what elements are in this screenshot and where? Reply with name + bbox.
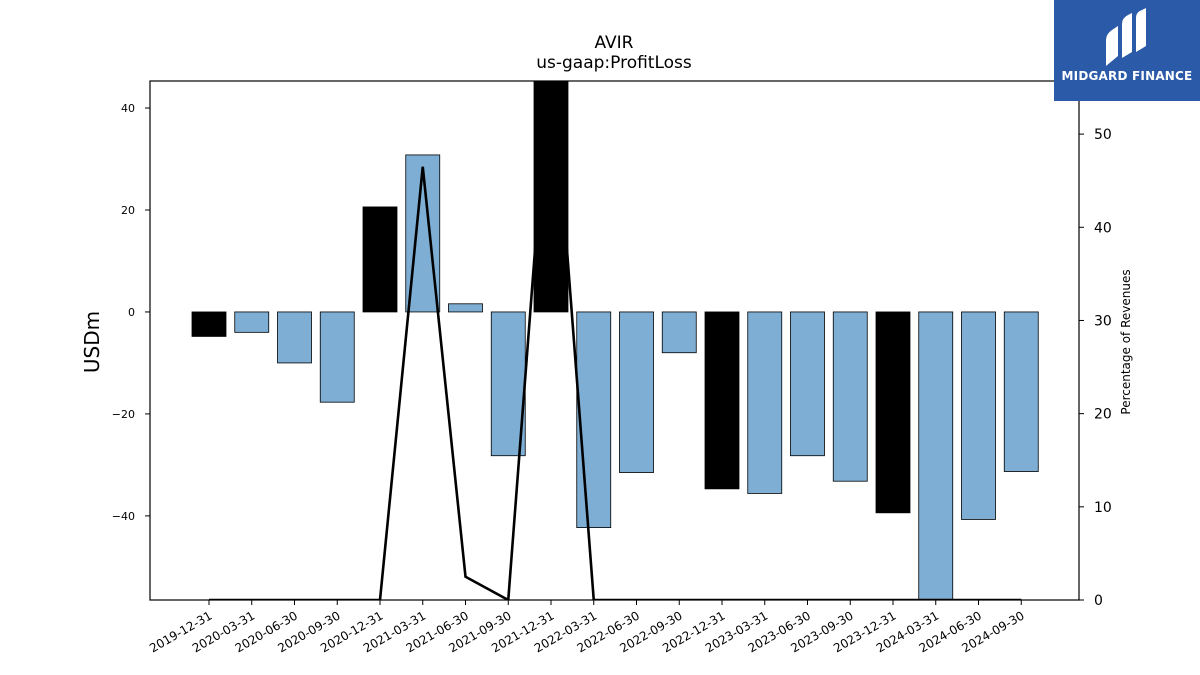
y2-tick-label: 10 [1094, 500, 1112, 516]
y-tick-label: 20 [121, 204, 135, 217]
bar [790, 311, 825, 457]
bar [1003, 311, 1039, 472]
bar [448, 303, 483, 313]
brand-mark-icon [1106, 8, 1146, 66]
bar [362, 206, 398, 313]
chart-title: AVIR [595, 33, 634, 53]
left-ticks-group: −40 −20 0 20 40 [112, 102, 150, 523]
bar [191, 311, 227, 337]
bar [490, 311, 526, 457]
bars-group [191, 80, 1039, 601]
bar [576, 311, 612, 529]
y2-axis-label: Percentage of Revenues [1119, 269, 1133, 414]
plot-frame [149, 80, 1080, 601]
y-axis-label: USDm [80, 311, 104, 373]
bar [277, 311, 312, 364]
bar [747, 311, 783, 494]
bar [832, 311, 868, 482]
bar [661, 311, 697, 354]
right-ticks-group: 0 10 20 30 40 50 [1079, 127, 1112, 609]
bar [875, 311, 911, 514]
x-ticks-group: 2019-12-312020-03-312020-06-302020-09-30… [147, 600, 1027, 655]
brand-name: MIDGARD FINANCE [1061, 69, 1193, 83]
y2-tick-label: 50 [1094, 127, 1112, 143]
bar [704, 311, 740, 490]
y-tick-label: 0 [128, 306, 135, 319]
y2-tick-label: 40 [1094, 220, 1112, 236]
bar [619, 311, 654, 473]
y2-tick-label: 0 [1094, 593, 1103, 609]
chart-subtitle: us-gaap:ProfitLoss [536, 53, 692, 73]
bar [319, 311, 355, 403]
y-tick-label: −40 [112, 510, 135, 523]
brand-logo: MIDGARD FINANCE [1054, 0, 1200, 101]
y-tick-label: −20 [112, 408, 135, 421]
y2-tick-label: 30 [1094, 313, 1112, 329]
bar [918, 311, 954, 601]
bar [961, 311, 996, 520]
y-tick-label: 40 [121, 102, 135, 115]
bar [234, 311, 270, 333]
y2-tick-label: 20 [1094, 407, 1112, 423]
